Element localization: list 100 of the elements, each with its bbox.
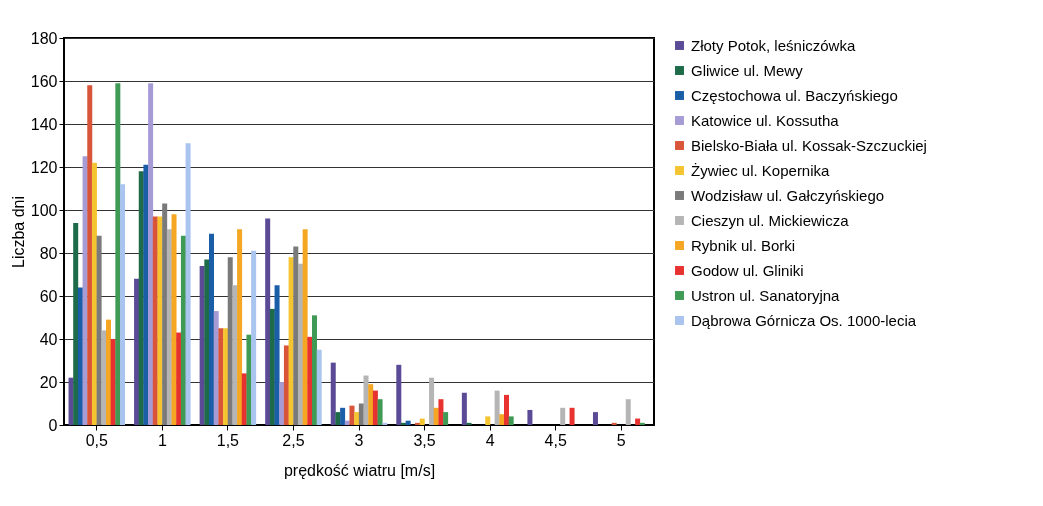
bar xyxy=(223,328,229,425)
bar xyxy=(382,422,388,425)
bar xyxy=(527,409,533,425)
y-tick-label: 120 xyxy=(30,158,58,176)
bar xyxy=(293,246,299,425)
legend-label: Katowice ul. Kossutha xyxy=(691,111,840,129)
y-tick-label: 40 xyxy=(39,330,58,348)
bar xyxy=(377,399,383,425)
bar xyxy=(180,235,186,425)
bar xyxy=(438,399,444,425)
legend-label: Bielsko-Biała ul. Kossak-Szczuckiej xyxy=(691,136,927,154)
x-tick-label: 4,5 xyxy=(544,431,567,449)
bar xyxy=(415,422,421,425)
y-tick-label: 0 xyxy=(48,416,58,434)
bar xyxy=(101,330,107,425)
bar xyxy=(251,250,257,425)
legend-label: Godow ul. Gliniki xyxy=(691,261,804,279)
legend-label: Rybnik ul. Borki xyxy=(691,236,796,254)
legend-label: Ustron ul. Sanatoryjna xyxy=(691,286,841,304)
y-tick-label: 160 xyxy=(30,72,58,90)
bar xyxy=(461,392,467,425)
bar xyxy=(405,420,411,425)
bar xyxy=(466,422,472,425)
bar xyxy=(508,416,514,425)
bar xyxy=(297,263,303,425)
bar xyxy=(237,229,243,425)
bar xyxy=(569,407,575,425)
legend-label: Częstochowa ul. Baczyńskiego xyxy=(691,86,898,104)
bar xyxy=(176,332,182,425)
bar xyxy=(96,235,102,425)
y-tick-label: 80 xyxy=(39,244,58,262)
bar xyxy=(396,364,402,425)
x-tick-label: 1,5 xyxy=(216,431,240,449)
bar xyxy=(592,412,598,425)
bar xyxy=(611,422,617,425)
bar xyxy=(115,83,121,425)
x-tick-label: 5 xyxy=(616,431,626,449)
bar xyxy=(312,315,318,425)
bar xyxy=(73,222,79,425)
x-tick-label: 3,5 xyxy=(413,431,436,449)
y-tick-label: 180 xyxy=(30,29,58,47)
y-tick-label: 60 xyxy=(39,287,58,305)
bar xyxy=(269,308,275,425)
bar xyxy=(358,403,364,425)
bar xyxy=(494,390,500,425)
bar xyxy=(443,412,449,425)
bar xyxy=(162,203,168,425)
x-tick-label: 2,5 xyxy=(282,431,305,449)
bar xyxy=(232,285,238,425)
bar xyxy=(166,229,172,425)
legend-label: Złoty Potok, leśniczówka xyxy=(691,36,856,54)
bar xyxy=(307,336,313,425)
bar xyxy=(330,362,336,425)
bar xyxy=(77,287,83,425)
legend-label: Wodzisław ul. Gałczyńskiego xyxy=(691,186,885,204)
x-axis-title: prędkość wiatru [m/s] xyxy=(283,461,436,479)
bar xyxy=(316,349,322,425)
x-tick-label: 4 xyxy=(485,431,495,449)
y-axis-title: Liczba dni xyxy=(9,195,27,269)
legend-label: Gliwice ul. Mewy xyxy=(691,61,804,79)
bar xyxy=(274,285,280,425)
bar xyxy=(204,259,210,425)
bar xyxy=(419,418,425,425)
bar xyxy=(340,407,346,425)
bar xyxy=(429,377,435,425)
bar xyxy=(171,214,177,425)
bar xyxy=(218,328,224,425)
x-tick-label: 1 xyxy=(157,431,167,449)
bar xyxy=(499,414,505,425)
bar xyxy=(400,422,406,425)
bar xyxy=(246,334,252,425)
bar xyxy=(625,399,631,425)
y-tick-label: 20 xyxy=(39,373,58,391)
bar xyxy=(157,216,163,425)
bar xyxy=(91,162,97,425)
bar xyxy=(485,416,491,425)
bar xyxy=(185,143,191,425)
bar xyxy=(372,390,378,425)
bar xyxy=(279,382,285,425)
legend-label: Dąbrowa Górnicza Os. 1000-lecia xyxy=(691,311,917,329)
bar xyxy=(265,218,271,425)
legend-label: Cieszyn ul. Mickiewicza xyxy=(691,211,850,229)
bar xyxy=(302,229,308,425)
bar xyxy=(349,405,355,425)
bar xyxy=(354,412,360,425)
bar xyxy=(87,85,93,425)
bar xyxy=(148,83,154,425)
bar xyxy=(283,345,289,425)
x-tick-label: 0,5 xyxy=(85,431,108,449)
bar xyxy=(209,233,214,425)
bar xyxy=(368,384,374,425)
bar xyxy=(105,319,111,425)
x-tick-label: 3 xyxy=(354,431,364,449)
y-tick-label: 140 xyxy=(30,115,58,133)
bar xyxy=(335,412,341,425)
bar xyxy=(143,164,149,425)
bar xyxy=(134,278,140,425)
bar xyxy=(635,418,641,425)
bar xyxy=(560,407,566,425)
legend-label: Żywiec ul. Kopernika xyxy=(691,161,831,179)
